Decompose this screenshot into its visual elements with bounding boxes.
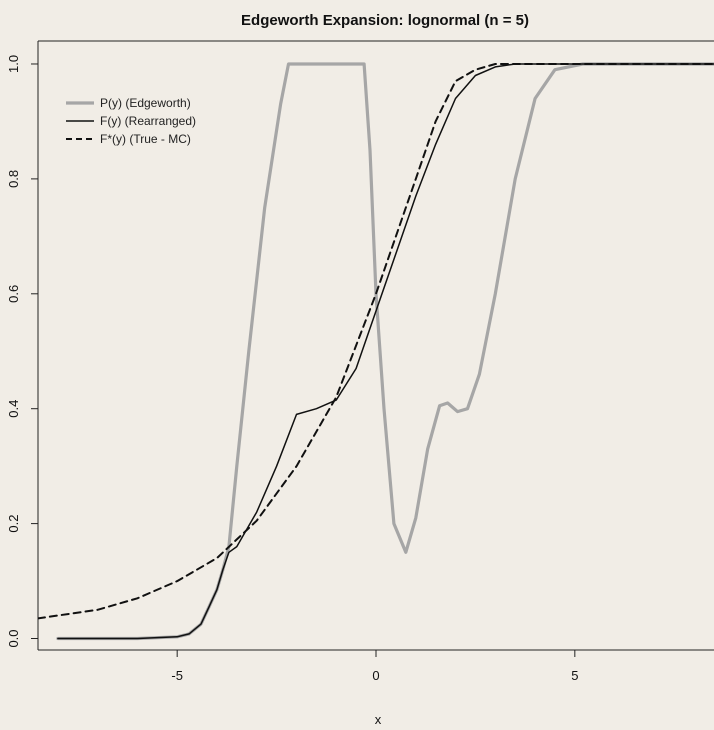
series-layer — [38, 62, 714, 641]
series-line-3 — [38, 63, 714, 620]
y-tick-label: 0.6 — [6, 285, 21, 303]
legend: P(y) (Edgeworth) F(y) (Rearranged) F*(y) (… — [66, 96, 196, 146]
legend-label: P(y) (Edgeworth) — [100, 96, 191, 110]
y-tick-label: 0.4 — [6, 400, 21, 418]
y-axis: 0.0 0.2 0.4 0.6 0.8 1.0 — [6, 55, 38, 648]
y-tick-label: 0.0 — [6, 629, 21, 647]
legend-label: F(y) (Rearranged) — [100, 114, 196, 128]
x-tick-label: 0 — [372, 668, 379, 683]
y-tick-label: 0.2 — [6, 515, 21, 533]
y-tick-label: 0.8 — [6, 170, 21, 188]
x-axis: -5 0 5 — [171, 650, 578, 683]
series-line-2 — [57, 63, 714, 640]
x-tick-label: -5 — [171, 668, 183, 683]
legend-label: F*(y) (True - MC) — [100, 132, 191, 146]
x-axis-label: x — [375, 712, 382, 727]
y-tick-label: 1.0 — [6, 55, 21, 73]
series-line-1 — [56, 62, 714, 641]
x-tick-label: 5 — [571, 668, 578, 683]
chart-title: Edgeworth Expansion: lognormal (n = 5) — [241, 12, 529, 29]
